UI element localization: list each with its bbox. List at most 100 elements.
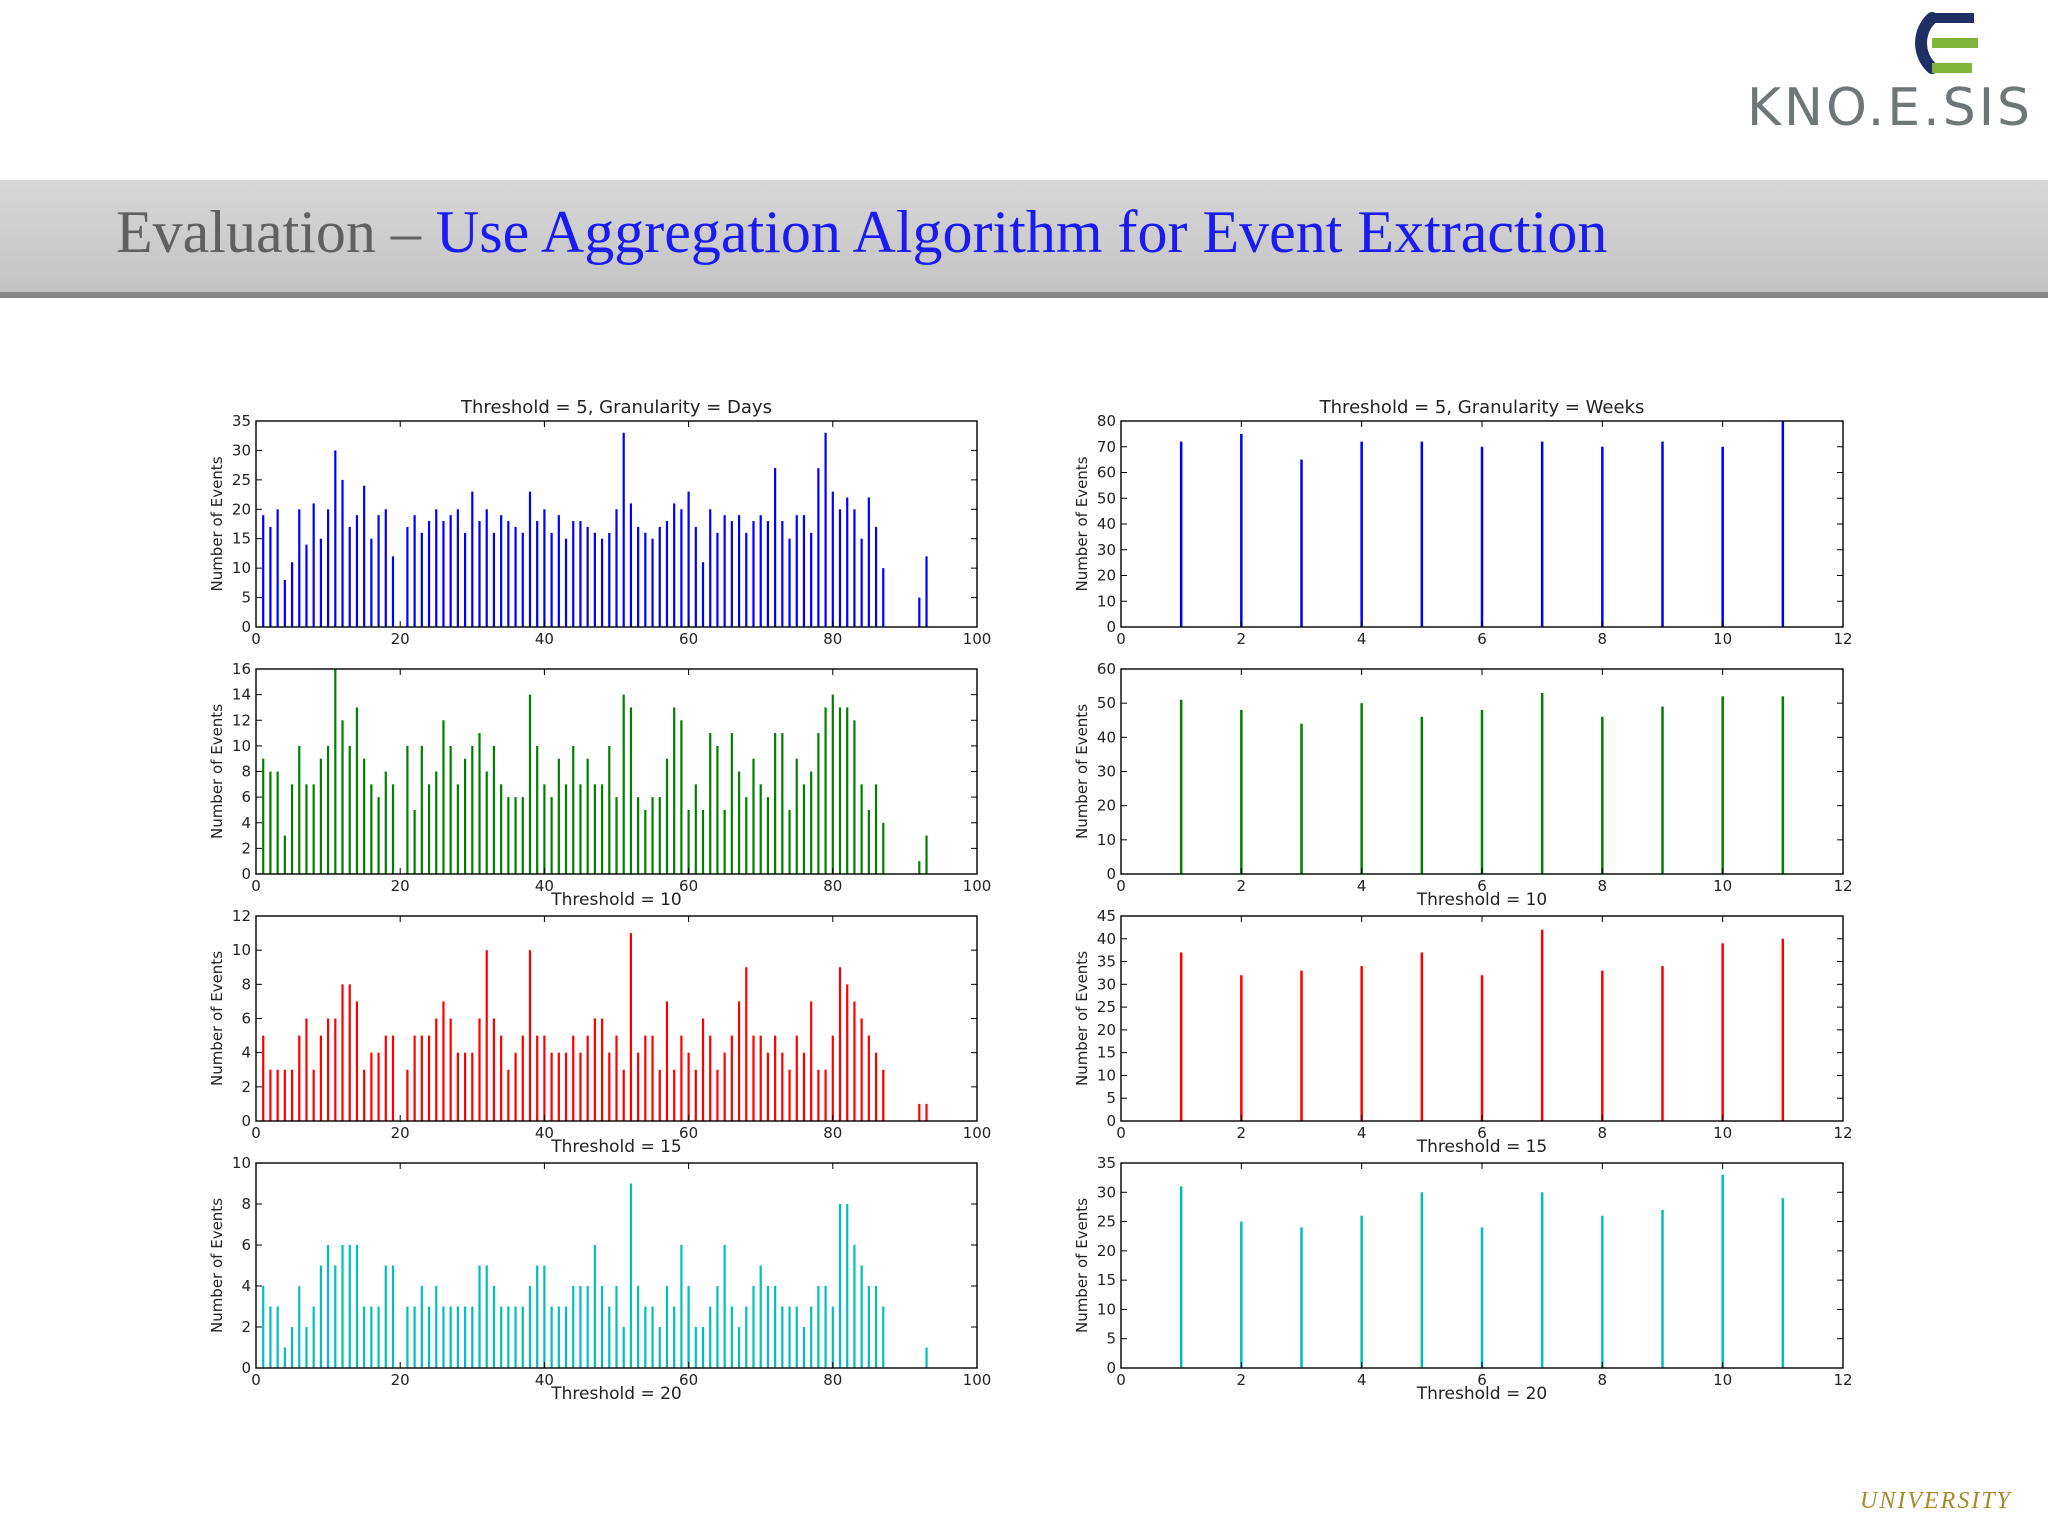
bar (860, 1018, 863, 1121)
bar (1721, 446, 1724, 627)
bar (608, 1306, 611, 1368)
y-axis-label: Number of Events (1073, 951, 1091, 1086)
bar (550, 1052, 553, 1121)
bar (788, 1069, 791, 1121)
bar (406, 526, 409, 627)
bar (745, 532, 748, 627)
bar (882, 1306, 885, 1368)
y-tick-label: 0 (1106, 1112, 1116, 1130)
chart-panel-5: 0 2 4 6 8 10 12 0 10 20 30 40 50 60 70 80 Number of Even… (1073, 397, 1853, 648)
bar (622, 1069, 625, 1121)
bar (831, 1306, 834, 1368)
bar (384, 1035, 387, 1121)
bar (463, 532, 467, 627)
bar (449, 515, 452, 627)
bar (283, 1069, 286, 1121)
x-tick-label: 80 (823, 1124, 842, 1142)
bar (485, 950, 488, 1121)
bar (485, 509, 488, 627)
bar (427, 1306, 431, 1368)
bar (420, 532, 423, 627)
bar (781, 1052, 784, 1121)
y-tick-label: 0 (241, 1112, 251, 1130)
bar (673, 707, 676, 874)
bar (543, 1035, 546, 1121)
x-tick-label: 2 (1237, 630, 1247, 648)
bar (680, 1245, 683, 1368)
bar (557, 1052, 560, 1121)
bar (1661, 966, 1664, 1121)
bar (665, 758, 669, 874)
bar (521, 1035, 524, 1121)
bar (283, 1347, 286, 1368)
bar (500, 1035, 503, 1121)
bar (709, 1035, 712, 1121)
x-tick-label: 10 (1713, 1124, 1732, 1142)
bar (846, 984, 849, 1121)
bar (528, 694, 532, 874)
bar (456, 509, 459, 627)
bar (536, 745, 539, 874)
bar (463, 1306, 467, 1368)
y-tick-label: 6 (241, 1236, 251, 1254)
bar (377, 1052, 380, 1121)
y-axis-label: Number of Events (208, 704, 226, 839)
bar (334, 450, 337, 627)
bar (269, 1306, 272, 1368)
bar (1781, 421, 1785, 627)
y-tick-label: 25 (1097, 1213, 1116, 1231)
y-tick-label: 70 (1097, 438, 1116, 456)
bar (1240, 1221, 1243, 1368)
bar (1420, 952, 1424, 1121)
bar (384, 771, 387, 874)
x-tick-label: 0 (251, 630, 261, 648)
bar (413, 1306, 416, 1368)
x-tick-label: 8 (1598, 1124, 1608, 1142)
bar (629, 503, 633, 627)
bar (658, 526, 661, 627)
bar (665, 1286, 669, 1368)
y-tick-label: 10 (1097, 831, 1116, 849)
y-axis-label: Number of Events (208, 1198, 226, 1333)
bar (290, 1069, 294, 1121)
bar (478, 733, 481, 874)
knoesis-logo: KNO.E.SIS (1740, 8, 2040, 138)
x-tick-label: 8 (1598, 630, 1608, 648)
x-tick-label: 2 (1237, 1124, 1247, 1142)
bar (406, 745, 409, 874)
bar (925, 1103, 928, 1121)
bar (1360, 966, 1363, 1121)
plot-frame (255, 1162, 978, 1369)
bar (658, 1069, 661, 1121)
bar (319, 1035, 322, 1121)
bar (687, 1286, 690, 1368)
bar (391, 1035, 395, 1121)
bar (478, 1265, 481, 1368)
x-tick-label: 4 (1357, 630, 1367, 648)
bar (442, 1306, 445, 1368)
bar (355, 1245, 359, 1368)
bar (1179, 1186, 1183, 1368)
bar (262, 1286, 265, 1368)
bar (1781, 938, 1785, 1121)
bar (1601, 1215, 1604, 1368)
bar (1540, 929, 1544, 1121)
y-tick-label: 10 (232, 737, 251, 755)
bar (290, 1327, 294, 1368)
bar (781, 1306, 784, 1368)
logo-text: KNO.E.SIS (1746, 78, 2034, 138)
bar (918, 861, 921, 874)
bar (442, 521, 445, 627)
x-tick-label: 4 (1357, 877, 1367, 895)
bar (327, 745, 330, 874)
bar (514, 1052, 517, 1121)
bar (413, 809, 416, 874)
bar (810, 771, 813, 874)
bar (435, 509, 438, 627)
title-band (0, 180, 2048, 298)
bar (579, 521, 582, 627)
y-tick-label: 8 (241, 1195, 251, 1213)
x-tick-label: 60 (679, 877, 698, 895)
bar (507, 797, 510, 874)
bar (622, 432, 625, 627)
